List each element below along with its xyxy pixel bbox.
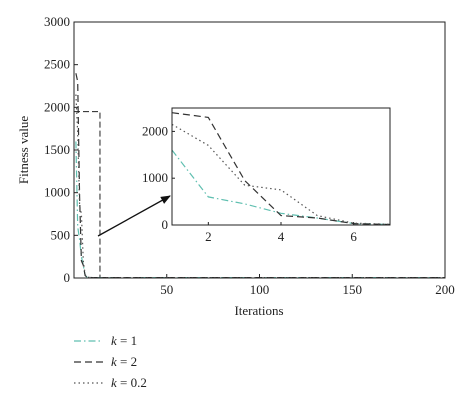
main-x-tick-label: 150 xyxy=(343,282,363,297)
main-y-ticks: 0 500 1000 1500 2000 2500 3000 xyxy=(44,14,78,285)
main-y-tick-label: 0 xyxy=(64,270,71,285)
main-series-line-2 xyxy=(75,73,445,279)
zoom-arrow xyxy=(97,195,171,237)
legend-label-1: k = 1 xyxy=(111,333,137,348)
legend-label-2: k = 2 xyxy=(111,354,137,369)
zoom-region-box xyxy=(73,111,101,279)
main-x-tick-label: 200 xyxy=(435,282,455,297)
main-series-lines xyxy=(75,73,445,279)
main-x-ticks: 50 100 150 200 xyxy=(160,274,455,297)
inset-y-tick-label: 1000 xyxy=(142,170,168,185)
inset-y-ticks: 0 1000 2000 xyxy=(142,123,175,232)
legend: k = 1 k = 2 k = 0.2 xyxy=(74,333,147,390)
inset-x-tick-label: 4 xyxy=(278,229,285,244)
y-axis-label: Fitness value xyxy=(16,116,31,184)
main-y-tick-label: 500 xyxy=(51,227,71,242)
inset-series-line-3 xyxy=(171,123,391,225)
inset-background xyxy=(172,108,390,225)
main-plot-area: 50 100 150 200 0 500 1000 1500 2000 2500 3000 xyxy=(44,14,455,297)
inset-x-tick-label: 6 xyxy=(350,229,357,244)
inset-y-tick-label: 2000 xyxy=(142,123,168,138)
inset-x-ticks: 2 4 6 xyxy=(205,222,357,244)
main-y-tick-label: 1500 xyxy=(44,142,70,157)
main-y-tick-label: 3000 xyxy=(44,14,70,29)
legend-label-3: k = 0.2 xyxy=(111,375,147,390)
inset-x-tick-label: 2 xyxy=(205,229,212,244)
x-axis-label: Iterations xyxy=(234,303,283,318)
main-y-tick-label: 2000 xyxy=(44,99,70,114)
main-y-tick-label: 1000 xyxy=(44,185,70,200)
main-x-tick-label: 100 xyxy=(250,282,270,297)
main-y-tick-label: 2500 xyxy=(44,57,70,72)
main-x-tick-label: 50 xyxy=(160,282,173,297)
inset-plot-area: 2 4 6 0 1000 2000 xyxy=(142,107,391,244)
inset-y-tick-label: 0 xyxy=(162,217,169,232)
